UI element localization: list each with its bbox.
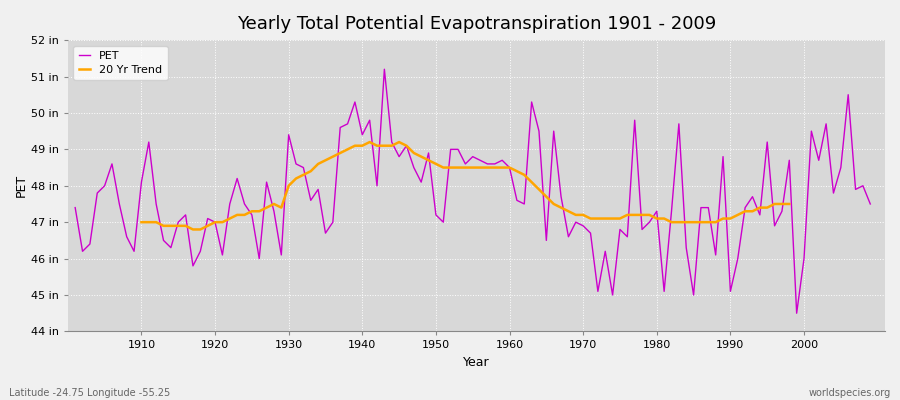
20 Yr Trend xyxy=(401,143,412,148)
Legend: PET, 20 Yr Trend: PET, 20 Yr Trend xyxy=(74,46,167,80)
20 Yr Trend xyxy=(784,202,795,206)
PET xyxy=(511,198,522,203)
PET xyxy=(504,165,515,170)
20 Yr Trend xyxy=(482,165,493,170)
20 Yr Trend xyxy=(276,205,287,210)
PET xyxy=(129,249,140,254)
20 Yr Trend xyxy=(136,220,147,224)
Title: Yearly Total Potential Evapotranspiration 1901 - 2009: Yearly Total Potential Evapotranspiratio… xyxy=(237,15,716,33)
Line: 20 Yr Trend: 20 Yr Trend xyxy=(141,142,789,230)
Line: PET: PET xyxy=(76,69,870,313)
PET xyxy=(335,125,346,130)
20 Yr Trend xyxy=(224,216,235,221)
Text: worldspecies.org: worldspecies.org xyxy=(809,388,891,398)
X-axis label: Year: Year xyxy=(464,356,490,369)
20 Yr Trend xyxy=(364,140,375,144)
PET xyxy=(791,311,802,316)
PET xyxy=(70,205,81,210)
20 Yr Trend xyxy=(210,220,220,224)
PET xyxy=(865,202,876,206)
20 Yr Trend xyxy=(187,227,198,232)
Y-axis label: PET: PET xyxy=(15,174,28,197)
PET xyxy=(379,67,390,72)
PET xyxy=(291,162,302,166)
Text: Latitude -24.75 Longitude -55.25: Latitude -24.75 Longitude -55.25 xyxy=(9,388,170,398)
20 Yr Trend xyxy=(725,216,736,221)
PET xyxy=(599,249,610,254)
